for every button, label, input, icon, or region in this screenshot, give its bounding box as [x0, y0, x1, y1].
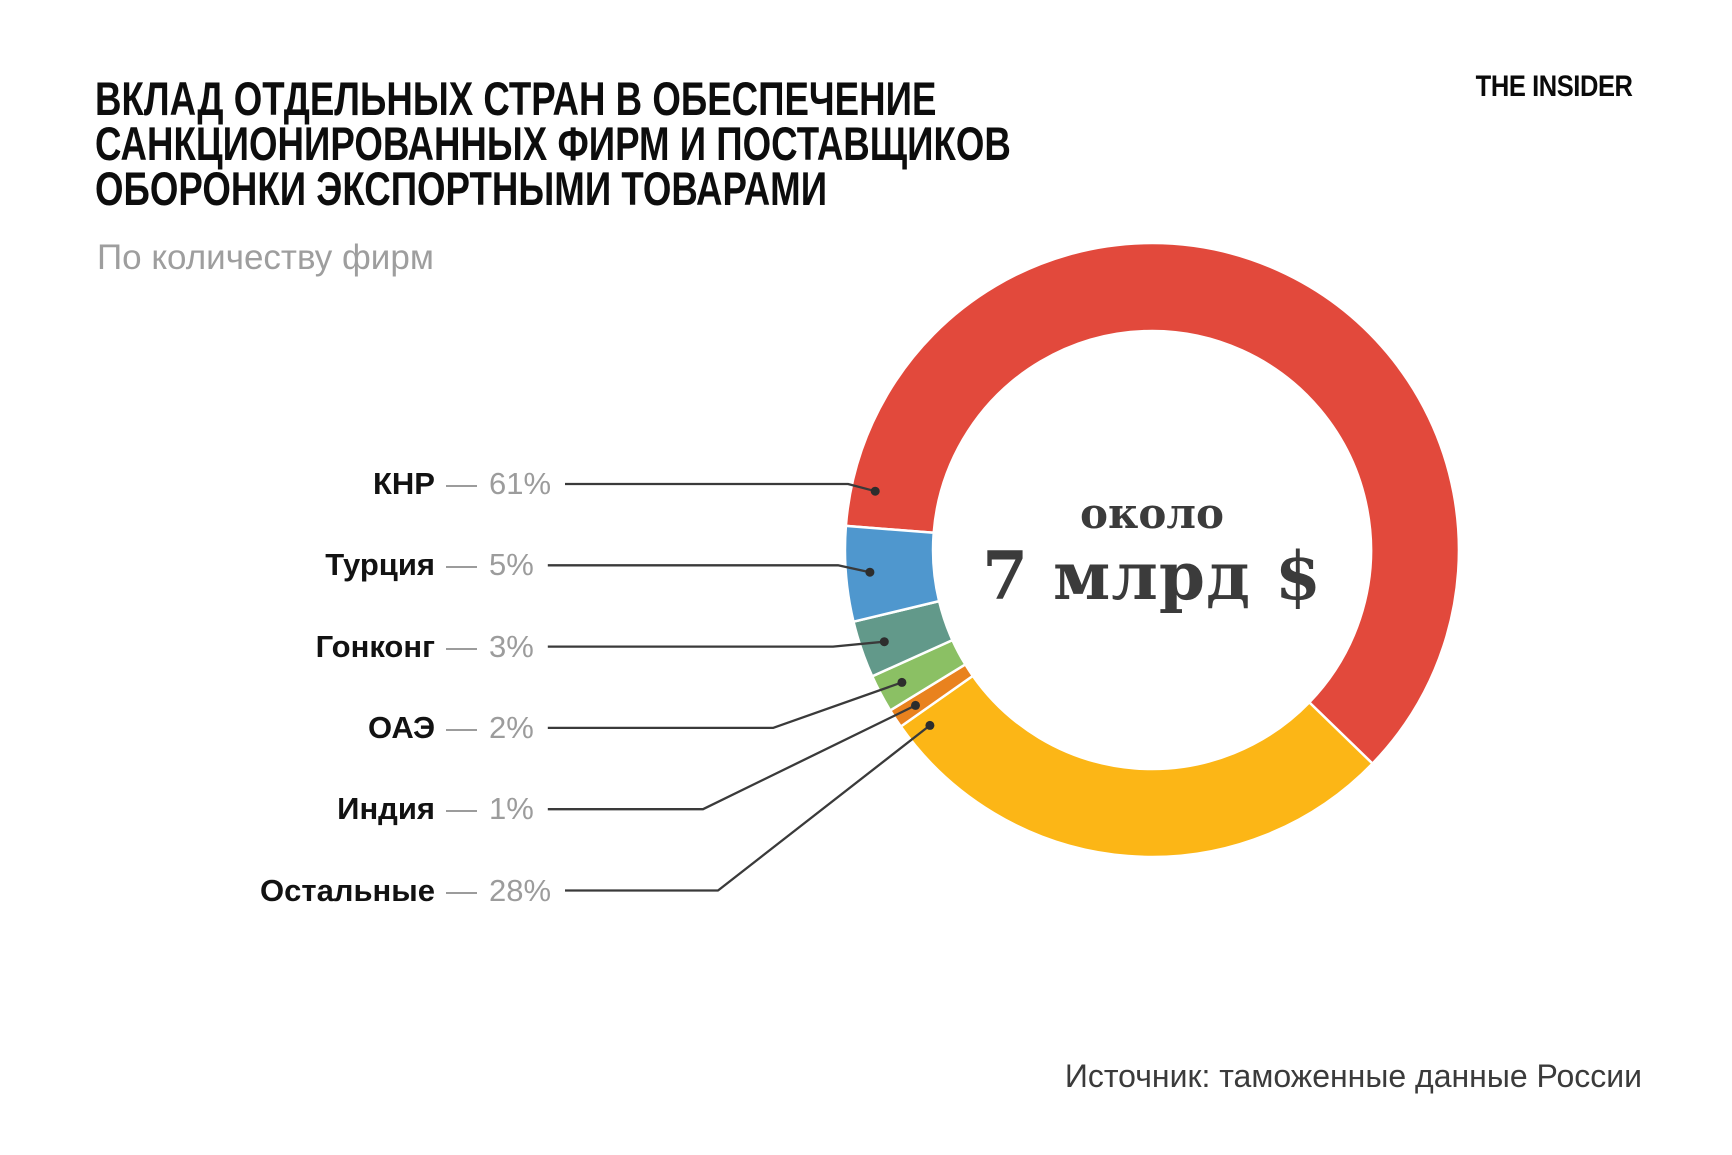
callout-line-Индия [547, 704, 917, 811]
legend-dash: — [446, 872, 477, 908]
callout-line-ОАЭ [547, 681, 903, 730]
legend-label: Гонконг [315, 628, 435, 664]
legend-label: Индия [337, 791, 435, 827]
legend-dash: — [446, 628, 477, 664]
callout-dot-Остальные [925, 720, 935, 730]
callout-dot-Гонконг [879, 637, 889, 647]
callout-dot-Индия [911, 700, 920, 710]
callout-dot-Турция [865, 567, 875, 577]
legend-dash: — [446, 547, 477, 583]
callout-dot-ОАЭ [897, 677, 907, 687]
center-label-approx: около [1080, 489, 1224, 538]
legend-label: Турция [325, 547, 435, 583]
chart-title-line-1: ВКЛАД ОТДЕЛЬНЫХ СТРАН В ОБЕСПЕЧЕНИЕ [95, 72, 937, 125]
legend-dash: — [446, 709, 477, 745]
donut-segment-Остальные [899, 674, 1374, 859]
center-label-amount: 7 млрд $ [982, 537, 1322, 615]
legend-value: 3% [489, 628, 534, 664]
legend-value: 1% [489, 791, 534, 827]
legend-row-Турция: Турция — 5% [0, 543, 534, 587]
legend-label: КНР [373, 466, 435, 501]
callout-line-Остальные [565, 724, 931, 892]
chart-title: ВКЛАД ОТДЕЛЬНЫХ СТРАН В ОБЕСПЕЧЕНИЕ САНК… [95, 72, 1011, 215]
donut-center-label: около 7 млрд $ [982, 489, 1322, 613]
legend-value: 2% [489, 709, 534, 745]
donut-segment-КНР [844, 241, 1461, 765]
callout-lines [547, 482, 935, 892]
legend-row-КНР: КНР — 61% [0, 462, 551, 506]
legend-row-Гонконг: Гонконг — 3% [0, 625, 534, 669]
legend-label: Остальные [260, 872, 435, 908]
donut-segments [843, 241, 1461, 859]
donut-segment-Турция [843, 524, 941, 623]
legend-value: 5% [489, 547, 534, 583]
legend-dash: — [446, 791, 477, 827]
chart-title-line-3: ОБОРОНКИ ЭКСПОРТНЫМИ ТОВАРАМИ [95, 162, 828, 215]
source-note: Источник: таможенные данные России [1064, 1058, 1642, 1094]
legend-row-Индия: Индия — 1% [0, 787, 534, 831]
legend-value: 28% [489, 872, 552, 908]
legend-value: 61% [489, 466, 552, 501]
callout-line-Турция [547, 564, 871, 574]
brand-logo: THE INSIDER [1476, 70, 1633, 103]
callout-dot-КНР [870, 486, 880, 496]
chart-title-line-2: САНКЦИОНИРОВАННЫХ ФИРМ И ПОСТАВЩИКОВ [95, 117, 1011, 170]
callout-line-КНР [565, 482, 876, 493]
legend-row-ОАЭ: ОАЭ — 2% [0, 706, 534, 750]
legend-dash: — [446, 466, 477, 501]
legend-row-Остальные: Остальные — 28% [0, 869, 551, 913]
legend-label: ОАЭ [367, 709, 435, 745]
chart-subtitle: По количеству фирм [97, 238, 434, 277]
callout-line-Гонконг [547, 640, 885, 648]
